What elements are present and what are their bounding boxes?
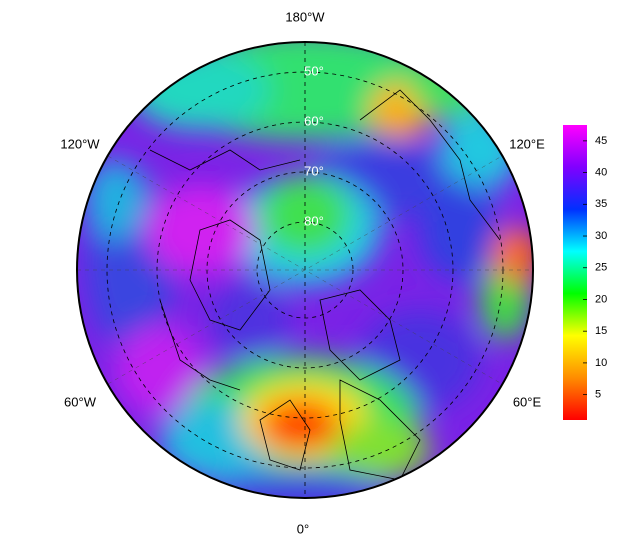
lat-label: 60° — [304, 113, 324, 128]
lon-label: 120°W — [60, 136, 100, 151]
map-border — [76, 41, 534, 499]
data-field — [77, 42, 533, 498]
colorbar-tick-label: 45 — [595, 135, 607, 147]
colorbar-tick-label: 40 — [595, 166, 607, 178]
colorbar-tick-label: 10 — [595, 357, 607, 369]
colorbar-tick-label: 30 — [595, 230, 607, 242]
lon-label: 120°E — [509, 136, 545, 151]
colorbar-tick-label: 25 — [595, 262, 607, 274]
lon-label: 180°W — [285, 9, 325, 24]
lon-label: 60°E — [513, 394, 542, 409]
lat-label: 70° — [304, 163, 324, 178]
lat-label: 80° — [304, 213, 324, 228]
lon-label: 0° — [297, 521, 309, 536]
coastlines — [149, 89, 501, 481]
graticule — [77, 42, 533, 498]
colorbar-tick-label: 20 — [595, 293, 607, 305]
colorbar — [563, 125, 587, 420]
colorbar-tick-label: 15 — [595, 325, 607, 337]
colorbar-tick-label: 35 — [595, 198, 607, 210]
lon-label: 60°W — [64, 394, 97, 409]
colorbar-ticks: 5 10 15 20 25 30 35 40 45 — [583, 135, 607, 401]
lat-label: 50° — [304, 63, 324, 78]
colorbar-tick-label: 5 — [595, 389, 601, 401]
